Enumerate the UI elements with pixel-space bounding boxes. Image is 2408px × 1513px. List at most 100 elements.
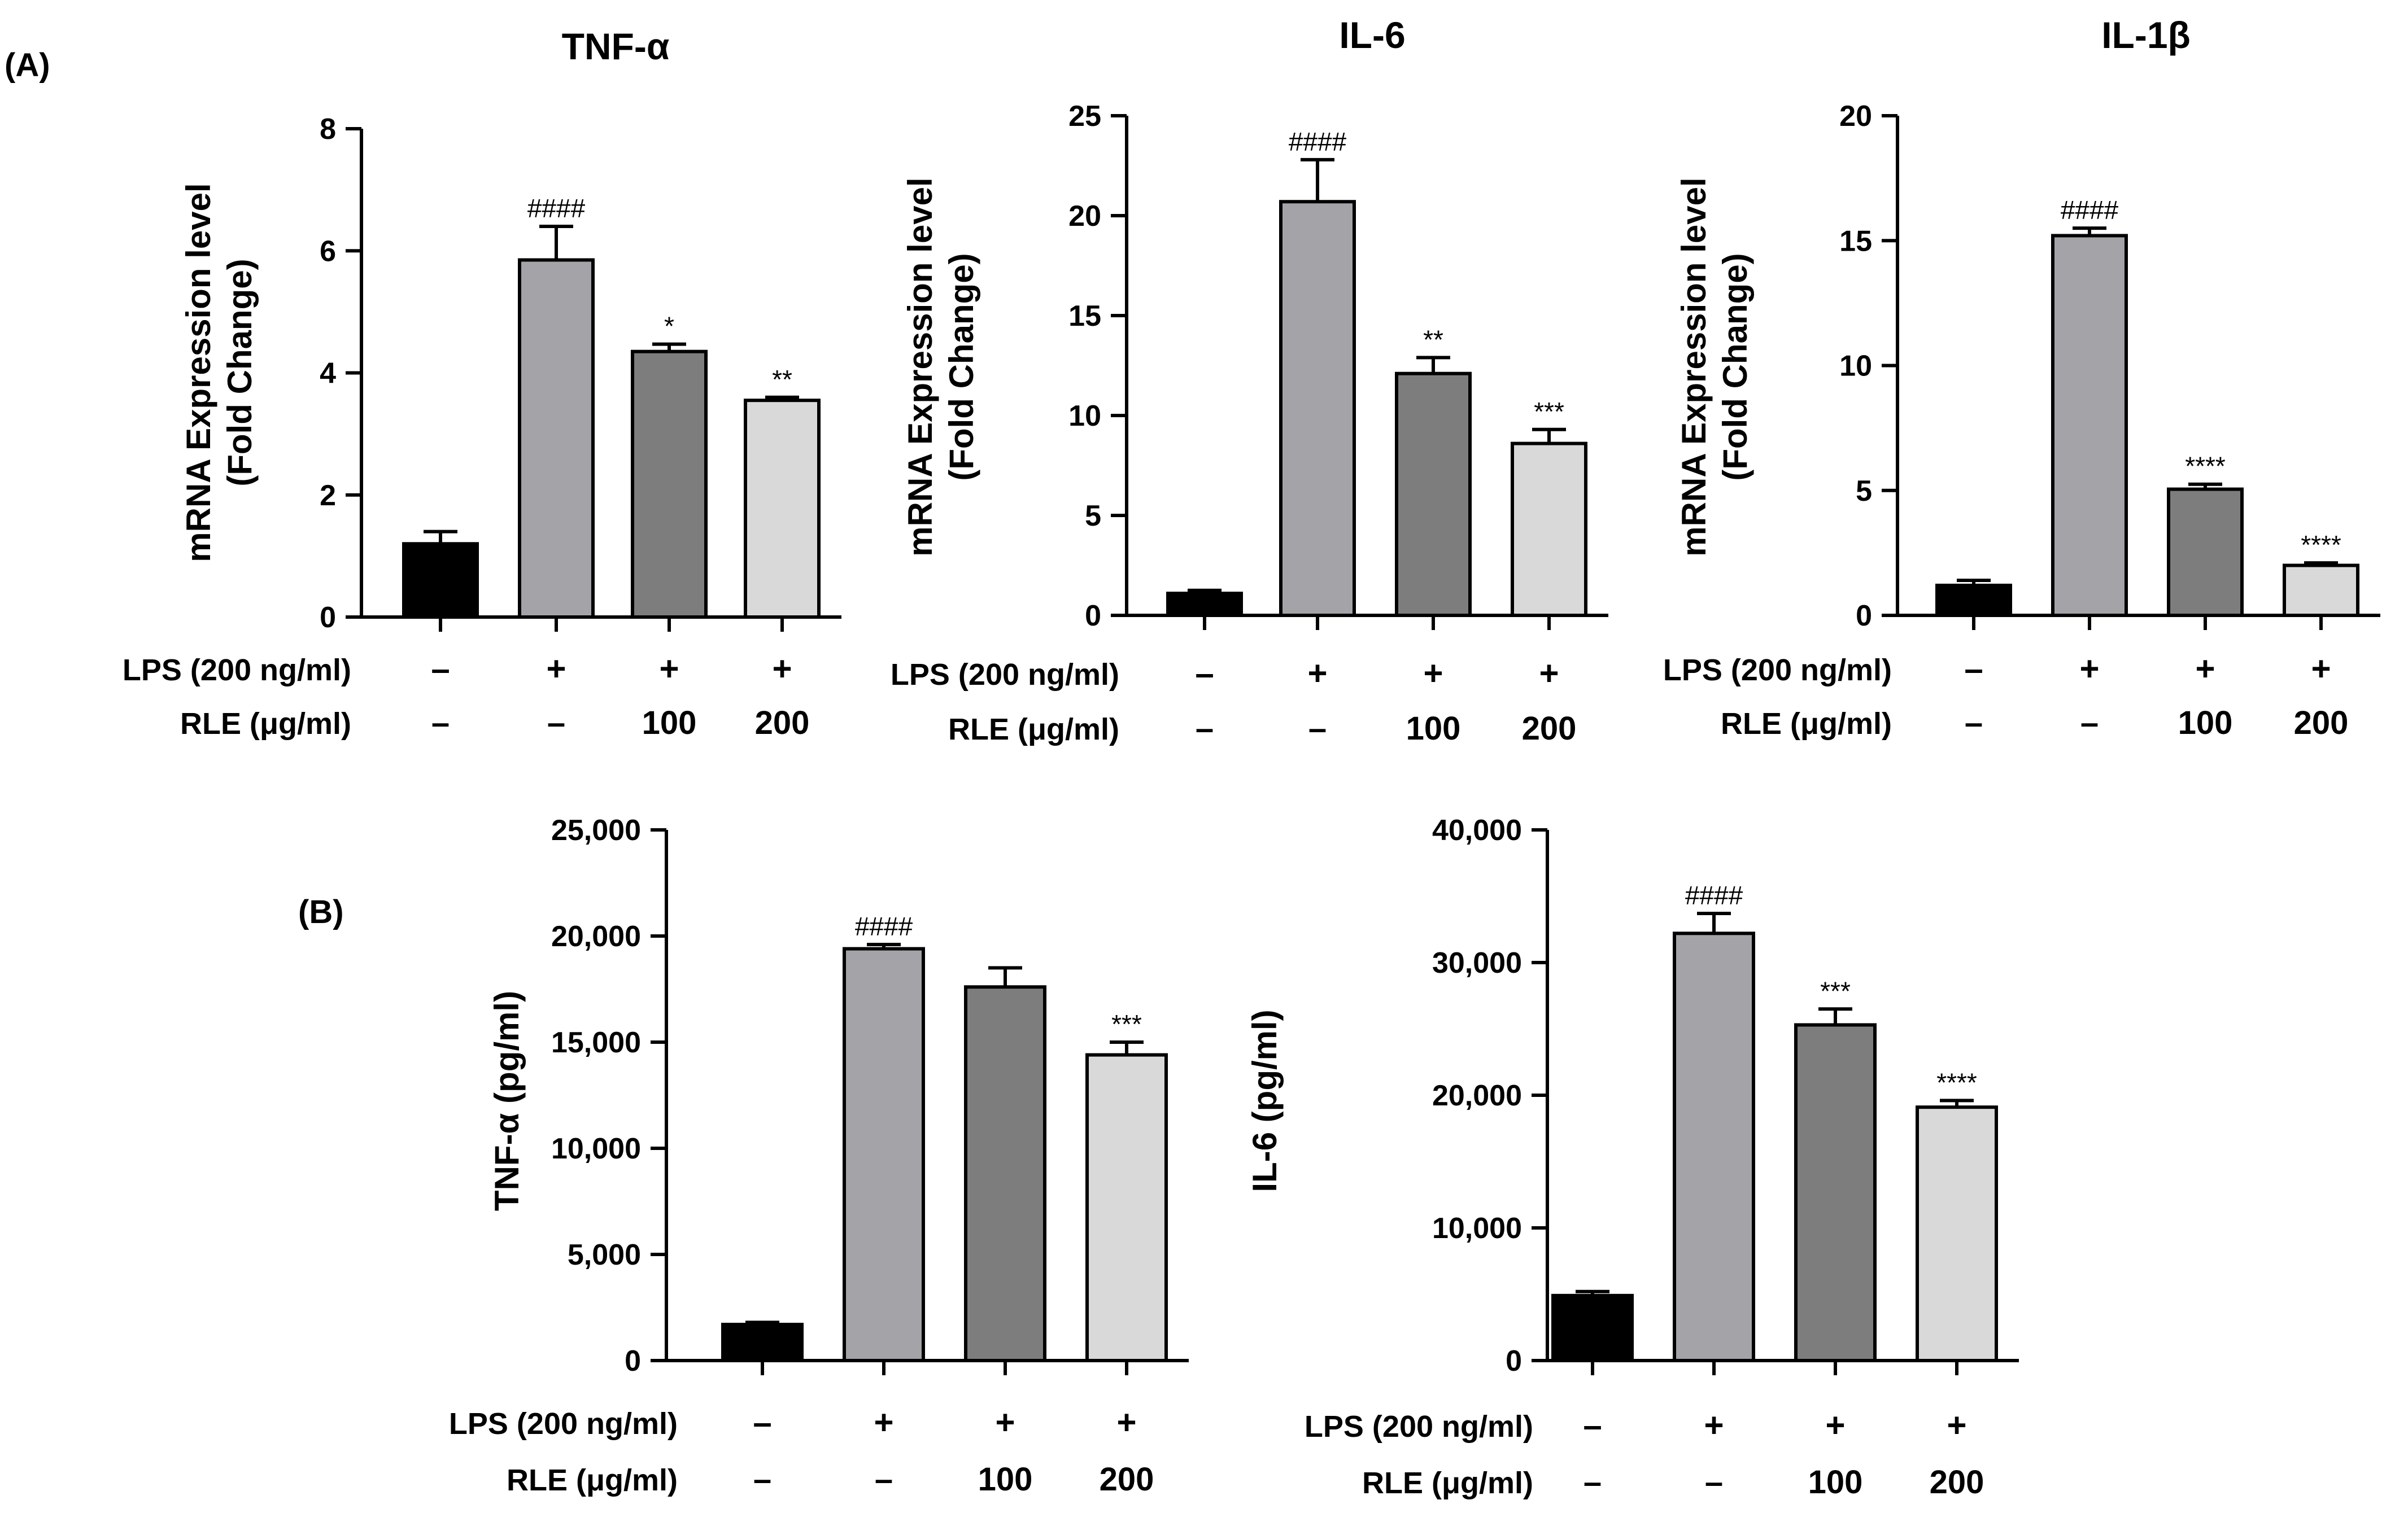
lps-treatment-value: – [1964,650,1983,688]
rle-treatment-value: – [1196,710,1214,747]
rle-treatment-value: – [875,1461,893,1498]
y-tick-label: 20,000 [551,920,641,953]
y-tick-label: 10 [1839,350,1872,383]
y-axis-label: mRNA Expression level [180,183,217,562]
lps-treatment-value: + [1704,1406,1724,1444]
significance-label: #### [1685,881,1743,910]
y-axis-label: mRNA Expression level [901,177,939,556]
lps-treatment-value: + [995,1403,1015,1441]
lps-treatment-value: + [1307,654,1327,692]
rle-treatment-value: – [1705,1464,1723,1501]
rle-treatment-value: – [431,705,450,741]
lps-row-label: LPS (200 ng/ml) [891,658,1119,692]
significance-label: **** [2185,452,2226,481]
y-tick-label: 10,000 [1432,1212,1522,1245]
significance-label: *** [1820,976,1851,1005]
y-tick-label: 15 [1068,300,1101,333]
lps-treatment-value: + [1539,654,1559,692]
bar [2167,487,2244,617]
rle-treatment-value: 100 [2178,705,2233,741]
rle-treatment-value: 100 [978,1461,1033,1498]
bar [721,1323,804,1363]
significance-label: *** [1534,397,1564,426]
y-tick-label: 5 [1856,475,1872,508]
rle-row-label: RLE (μg/ml) [948,712,1119,746]
bar [402,542,479,619]
y-axis-label: IL-6 (pg/ml) [1246,1009,1284,1192]
rle-treatment-value: 200 [1930,1464,1984,1501]
chart-4: TNF-α (pg/ml) 0 5,000 10,000 15,000 20,000 25,… [449,814,1189,1498]
y-tick-label: 15 [1839,225,1872,257]
y-tick-label: 2 [320,479,336,512]
bar [744,399,821,619]
rle-row-label: RLE (μg/ml) [1362,1466,1533,1500]
chart-2: IL-6 mRNA Expression level (Fold Change) 0 5… [891,14,1608,747]
bar [2283,563,2359,617]
significance-label: #### [2061,195,2119,225]
y-tick-label: 5,000 [568,1239,641,1271]
bar [1916,1105,1998,1363]
bar [518,258,595,619]
lps-treatment-value: – [753,1403,771,1441]
y-tick-label: 6 [320,235,336,268]
significance-label: ** [1423,325,1443,354]
y-tick-label: 20 [1068,200,1101,233]
y-tick-label: 0 [625,1345,641,1378]
y-tick-label: 0 [320,601,336,634]
y-tick-label: 40,000 [1432,814,1522,847]
rle-treatment-value: – [1965,705,1983,741]
bar [2051,234,2128,617]
bar [843,947,925,1363]
y-tick-label: 25 [1068,100,1101,133]
bar [631,349,708,619]
y-axis-label: (Fold Change) [943,253,980,480]
rle-treatment-value: 100 [1808,1464,1863,1501]
rle-treatment-value: 200 [1100,1461,1154,1498]
bar [1085,1053,1168,1363]
y-tick-label: 0 [1856,600,1872,632]
bar [1794,1023,1877,1362]
rle-row-label: RLE (μg/ml) [507,1463,678,1497]
lps-treatment-value: + [2195,650,2215,688]
lps-treatment-value: – [1195,654,1214,692]
rle-treatment-value: 200 [755,705,810,741]
rle-treatment-value: 100 [1406,710,1461,747]
bar [1673,932,1755,1363]
lps-treatment-value: + [2079,650,2099,688]
bar [1935,583,2012,618]
lps-treatment-value: + [772,650,792,688]
y-tick-label: 10,000 [551,1132,641,1165]
rle-treatment-value: 200 [1522,710,1577,747]
lps-treatment-value: + [874,1403,893,1441]
rle-treatment-value: 100 [642,705,697,741]
chart-1: TNF-α mRNA Expression level (Fold Change) 0… [123,25,841,741]
y-tick-label: 0 [1085,600,1101,632]
chart-title: IL-6 [1339,14,1405,56]
significance-label: #### [527,194,586,223]
chart-title: TNF-α [562,25,670,67]
y-tick-label: 0 [1506,1345,1522,1378]
significance-label: ** [772,365,792,394]
significance-label: **** [1936,1068,1977,1097]
rle-treatment-value: – [547,705,565,741]
significance-label: * [664,312,674,341]
significance-label: #### [1289,127,1347,156]
lps-row-label: LPS (200 ng/ml) [123,653,351,687]
lps-treatment-value: + [1947,1406,1966,1444]
chart-5: IL-6 (pg/ml) 0 10,000 20,000 30,000 40,000 – – #… [1246,814,2019,1501]
lps-treatment-value: + [1116,1403,1136,1441]
lps-treatment-value: + [546,650,566,688]
rle-row-label: RLE (μg/ml) [1721,707,1892,741]
bar [1395,371,1472,617]
y-tick-label: 15,000 [551,1026,641,1059]
rle-treatment-value: – [1308,710,1327,747]
y-tick-label: 5 [1085,500,1101,532]
rle-treatment-value: – [2080,705,2099,741]
y-axis-label: TNF-α (pg/ml) [488,991,526,1211]
lps-treatment-value: – [431,650,450,688]
rle-treatment-value: – [753,1461,771,1498]
significance-label: **** [2301,530,2341,559]
lps-row-label: LPS (200 ng/ml) [1305,1410,1533,1444]
y-tick-label: 30,000 [1432,947,1522,979]
